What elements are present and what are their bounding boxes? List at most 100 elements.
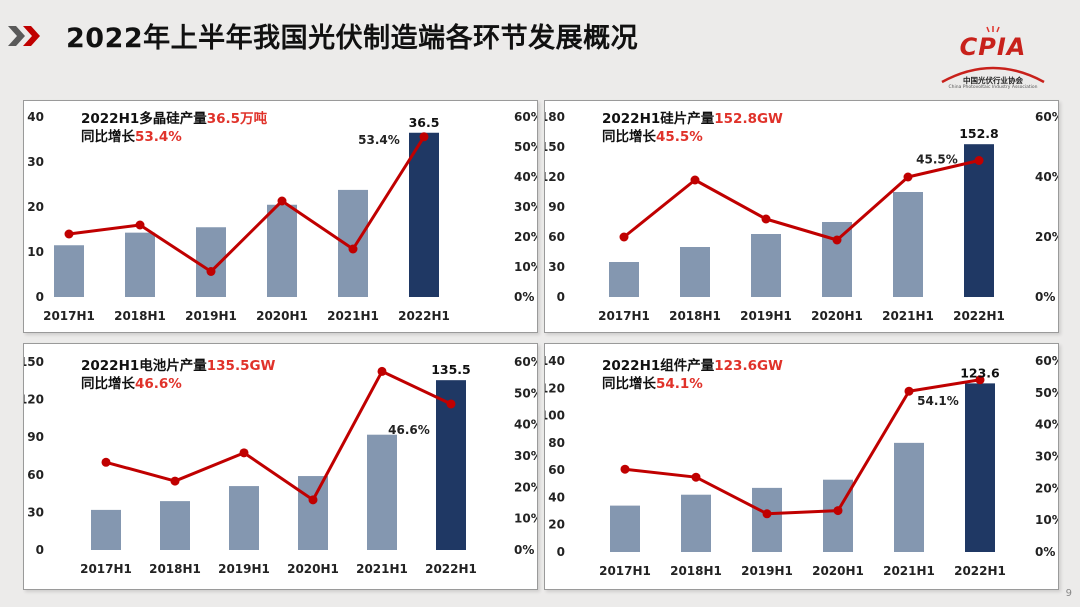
growth-point [377,366,387,376]
bar [822,222,852,297]
y-left-tick-label: 90 [548,200,565,214]
caption-growth-value: 53.4% [135,129,182,145]
caption-growth-label: 同比增长 [81,376,135,392]
page-title: 2022年上半年我国光伏制造端各环节发展概况 [66,23,639,54]
bar-value-label: 36.5 [409,115,440,130]
y-right-tick-label: 30% [514,449,537,463]
y-right-tick-label: 10% [1035,513,1058,527]
bar [91,509,121,550]
x-tick-label: 2020H1 [256,309,308,323]
caption-growth-label: 同比增长 [602,129,656,145]
caption-growth-label: 同比增长 [81,129,135,145]
line-value-label: 46.6% [388,423,430,437]
y-left-tick-label: 40 [548,490,565,504]
chart-caption: 2022H1电池片产量135.5GW 同比增长46.6% [81,357,275,393]
y-left-tick-label: 60 [548,463,565,477]
cpia-logo: CPIA 中国光伏行业协会 China Photovoltaic Industr… [938,22,1048,94]
growth-point [239,448,249,458]
x-tick-label: 2021H1 [883,564,935,578]
y-left-tick-label: 30 [27,155,44,169]
x-tick-label: 2019H1 [218,562,270,576]
growth-point [974,156,984,165]
caption-value: 123.6GW [714,358,783,374]
y-right-tick-label: 40% [1035,418,1058,432]
caption-value: 36.5万吨 [206,111,268,127]
polysilicon-chart-panel: 0 10 20 30 40 0% 10% 20% 30% 40% 50% 60% 2017H1 2018H… [23,100,538,333]
growth-point [619,232,629,242]
chart-caption: 2022H1组件产量123.6GW 同比增长54.1% [602,357,783,393]
y-left-tick-label: 80 [548,436,565,450]
chevron-right-icon [8,26,40,46]
y-right-tick-label: 20% [514,230,537,244]
y-right-tick-label: 40% [514,170,537,184]
y-right-tick-label: 0% [1035,290,1055,304]
growth-point [691,472,701,482]
module-chart-panel: 0 20 40 60 80 100 120 140 0% 10% 20% 30% 40% 50% 60% 20… [544,343,1059,590]
chart-caption: 2022H1硅片产量152.8GW 同比增长45.5% [602,110,783,146]
bar-value-label: 152.8 [959,126,999,141]
growth-line [623,159,980,242]
bar [229,486,259,550]
y-left-tick-label: 0 [36,290,44,304]
wafer-chart-panel: 0 30 60 90 120 150 180 0% 20% 40% 60% 2017H1 2018H1 2… [544,100,1059,333]
chart-caption: 2022H1多晶硅产量36.5万吨 同比增长53.4% [81,110,267,146]
x-tick-label: 2017H1 [598,309,650,323]
y-left-tick-label: 40 [27,110,44,124]
bar-value-label: 135.5 [431,362,471,377]
bar [893,192,923,297]
y-left-tick-label: 120 [545,170,565,184]
y-left-tick-label: 60 [548,230,565,244]
growth-line [68,135,426,273]
bar [367,434,397,550]
y-right-tick-label: 50% [514,386,537,400]
bar [609,262,639,297]
x-tick-label: 2017H1 [80,562,132,576]
x-tick-label: 2020H1 [812,564,864,578]
x-tick-label: 2021H1 [882,309,934,323]
y-left-tick-label: 180 [545,110,565,124]
y-right-tick-label: 20% [1035,481,1058,495]
y-right-tick-label: 20% [514,480,537,494]
y-right-tick-label: 60% [1035,354,1058,368]
y-right-tick-label: 30% [514,200,537,214]
x-tick-label: 2021H1 [356,562,408,576]
caption-label: 2022H1电池片产量 [81,358,207,374]
x-tick-label: 2018H1 [114,309,166,323]
y-left-tick-label: 150 [24,355,44,369]
x-tick-label: 2020H1 [811,309,863,323]
bar [298,476,328,550]
bar [267,204,297,297]
x-tick-label: 2018H1 [149,562,201,576]
y-left-tick-label: 0 [557,545,565,559]
bar-value-label: 123.6 [960,365,1000,380]
y-left-tick-label: 120 [24,393,44,407]
bar [125,232,155,297]
x-tick-label: 2022H1 [398,309,450,323]
y-right-tick-label: 20% [1035,230,1058,244]
x-tick-label: 2021H1 [327,309,379,323]
chart-plot: 0 30 60 90 120 150 180 0% 20% 40% 60% 2017H1 2018H1 2… [545,110,1058,323]
bar [610,505,640,552]
growth-point [832,235,842,245]
y-left-tick-label: 100 [545,409,565,423]
y-left-tick-label: 20 [548,518,565,532]
growth-point [446,399,456,409]
bar [160,501,190,550]
y-right-tick-label: 30% [1035,450,1058,464]
y-right-tick-label: 40% [1035,170,1058,184]
y-left-tick-label: 30 [548,260,565,274]
y-right-tick-label: 10% [514,260,537,274]
y-left-tick-label: 20 [27,200,44,214]
growth-point [690,175,700,185]
growth-point [170,476,180,486]
chart-plot: 0 30 60 90 120 150 0% 10% 20% 30% 40% 50% 60% 2017H1 2… [24,355,537,576]
y-left-tick-label: 10 [27,245,44,259]
y-left-tick-label: 140 [545,354,565,368]
y-right-tick-label: 60% [514,110,537,124]
caption-growth-label: 同比增长 [602,376,656,392]
logo-chinese-name: 中国光伏行业协会 [963,76,1023,85]
growth-point [975,375,985,385]
bar [752,487,782,552]
growth-point [308,495,318,505]
bar-highlight [409,132,439,297]
